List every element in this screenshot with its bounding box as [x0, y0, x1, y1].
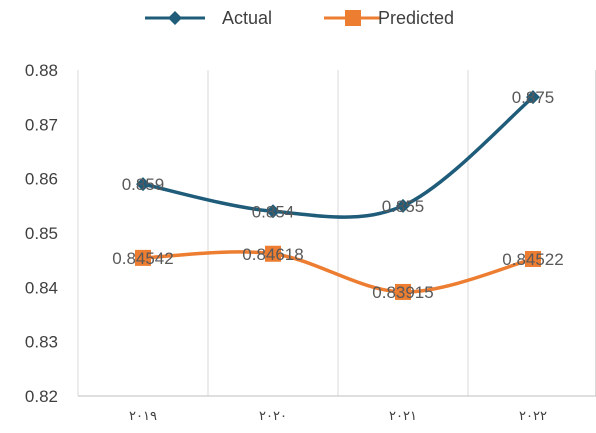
series-line-actual: [141, 95, 535, 219]
data-label-predicted: 0.84618: [242, 245, 303, 264]
plot-area: 0.82 0.83 0.84 0.85 0.86 0.87 0.88 ٢٠١٩ ٢٠٢٠ ٢٠٢١…: [25, 61, 596, 424]
x-tick-label: ٢٠١٩: [129, 409, 157, 424]
y-tick-label: 0.84: [25, 278, 58, 297]
data-label-actual: 0.855: [382, 197, 425, 216]
data-point-predicted: [265, 245, 281, 262]
legend-item-predicted: Predicted: [324, 8, 454, 28]
data-label-actual: 0.854: [252, 202, 295, 221]
legend-marker-predicted: [345, 10, 361, 26]
y-tick-label: 0.86: [25, 170, 58, 189]
x-tick-label: ٢٠٢١: [389, 409, 417, 424]
data-point-actual: [136, 177, 150, 192]
legend-item-actual: Actual: [145, 8, 272, 28]
data-label-predicted: 0.83915: [372, 283, 433, 302]
data-point-actual: [526, 90, 540, 105]
y-tick-label: 0.88: [25, 61, 58, 80]
data-point-predicted: [135, 249, 151, 266]
series-line-predicted: [141, 250, 535, 294]
x-tick-label: ٢٠٢٢: [519, 409, 547, 424]
y-tick-label: 0.85: [25, 224, 58, 243]
y-tick-label: 0.83: [25, 333, 58, 352]
data-label-actual: 0.859: [122, 175, 165, 194]
legend: Actual Predicted: [145, 8, 454, 28]
data-label-actual: 0.875: [512, 88, 555, 107]
y-tick-label: 0.82: [25, 387, 58, 406]
data-point-actual: [266, 204, 280, 219]
legend-label-actual: Actual: [222, 8, 272, 28]
data-point-predicted: [395, 283, 411, 300]
data-point-actual: [396, 198, 410, 213]
data-label-predicted: 0.84542: [112, 249, 173, 268]
legend-marker-actual: [168, 11, 182, 25]
x-tick-label: ٢٠٢٠: [259, 409, 287, 424]
y-tick-label: 0.87: [25, 115, 58, 134]
data-point-predicted: [525, 250, 541, 267]
data-label-predicted: 0.84522: [502, 250, 563, 269]
legend-label-predicted: Predicted: [378, 8, 454, 28]
